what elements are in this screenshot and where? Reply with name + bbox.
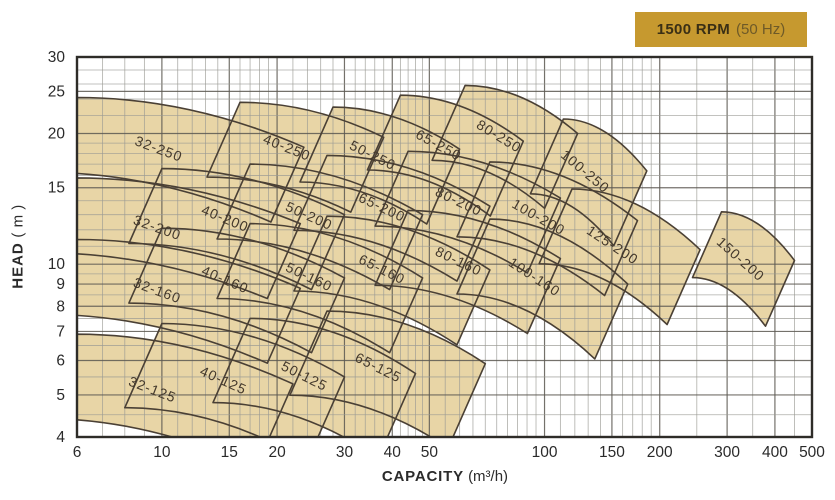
pump-region-150-200 xyxy=(692,211,795,327)
x-tick-500: 500 xyxy=(799,444,825,461)
pump-outline-32-250 xyxy=(77,96,305,223)
x-tick-150: 150 xyxy=(599,444,625,461)
rpm-badge-frequency: (50 Hz) xyxy=(736,21,786,38)
grid xyxy=(76,56,813,438)
pump-outline-50-125 xyxy=(212,317,417,437)
x-tick-30: 30 xyxy=(336,444,354,461)
pump-outline-40-125 xyxy=(124,322,346,437)
pump-region-100-160 xyxy=(457,219,628,359)
pump-outline-100-200 xyxy=(456,161,639,297)
pump-envelope-outlines xyxy=(77,84,796,437)
rpm-badge-value: 1500 RPM xyxy=(656,21,731,38)
pump-outline-65-200 xyxy=(293,154,491,282)
y-tick-6: 6 xyxy=(56,353,65,370)
y-axis-title: HEAD ( m ) xyxy=(10,137,27,357)
pump-outline-32-125 xyxy=(77,333,294,437)
x-tick-300: 300 xyxy=(714,444,740,461)
y-tick-5: 5 xyxy=(56,387,65,404)
x-tick-400: 400 xyxy=(762,444,788,461)
x-tick-50: 50 xyxy=(421,444,439,461)
axis-tick-labels: 6 10 15 20 30 40 50 100 150 200 300 400 500 30 25 20 15 1… xyxy=(48,49,826,461)
pump-outline-80-160 xyxy=(374,209,562,335)
pump-outline-100-160 xyxy=(456,218,629,360)
plot-frame xyxy=(75,55,814,439)
x-axis-title: CAPACITY (m³/h) xyxy=(245,468,645,485)
y-tick-8: 8 xyxy=(56,298,65,315)
x-tick-20: 20 xyxy=(268,444,286,461)
y-tick-25: 25 xyxy=(48,83,65,100)
rpm-badge: 1500 RPM (50 Hz) xyxy=(635,12,807,47)
x-tick-6: 6 xyxy=(73,444,82,461)
y-tick-9: 9 xyxy=(56,276,65,293)
pump-outline-50-250 xyxy=(299,106,461,225)
pump-outline-32-200 xyxy=(77,177,302,300)
y-axis-title-text: HEAD xyxy=(9,242,27,289)
x-tick-15: 15 xyxy=(221,444,238,461)
pump-outline-100-250 xyxy=(529,118,648,247)
x-tick-10: 10 xyxy=(153,444,171,461)
pump-outline-40-160 xyxy=(128,227,346,354)
x-tick-40: 40 xyxy=(384,444,402,461)
y-tick-20: 20 xyxy=(48,125,66,142)
y-axis-title-unit: ( m ) xyxy=(9,204,27,238)
pump-outline-50-160 xyxy=(216,222,424,354)
pump-outline-40-200 xyxy=(128,167,346,291)
pump-outline-65-160 xyxy=(293,215,491,346)
y-tick-30: 30 xyxy=(48,49,66,66)
pump-outline-65-125 xyxy=(289,310,487,437)
pump-outline-80-200 xyxy=(374,150,562,274)
pump-outline-80-250 xyxy=(431,84,579,210)
y-tick-15: 15 xyxy=(48,180,65,197)
y-tick-4: 4 xyxy=(56,429,65,446)
y-tick-10: 10 xyxy=(48,256,66,273)
x-tick-200: 200 xyxy=(647,444,673,461)
pump-outline-150-200 xyxy=(691,211,796,327)
y-tick-7: 7 xyxy=(56,323,65,340)
pump-region-65-125 xyxy=(289,311,486,437)
x-tick-100: 100 xyxy=(532,444,558,461)
pump-outline-32-160 xyxy=(77,238,302,364)
x-axis-title-text: CAPACITY xyxy=(381,468,464,485)
x-axis-title-unit: (m³/h) xyxy=(468,468,509,485)
pump-outline-125-200 xyxy=(538,188,701,326)
